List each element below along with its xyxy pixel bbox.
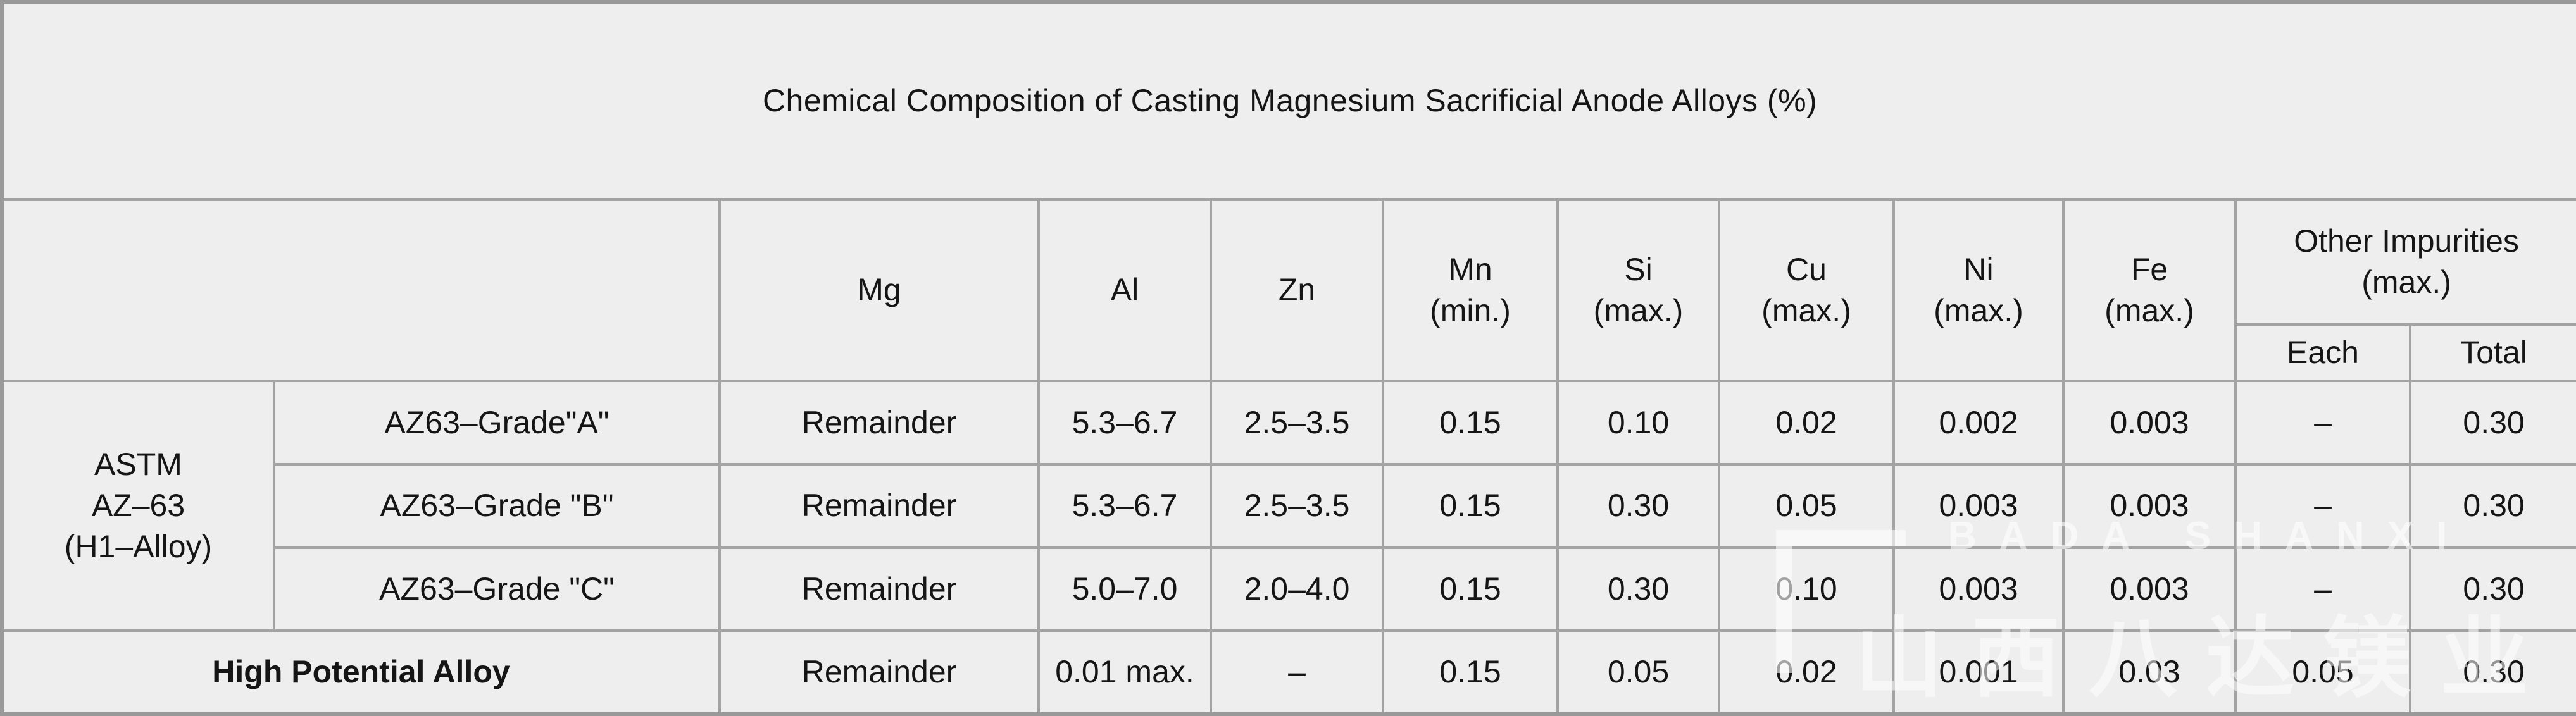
cell-a-mn: 0.15 <box>1382 380 1559 466</box>
header-al: Al <box>1037 197 1212 383</box>
header-mg: Mg <box>718 197 1040 383</box>
alloy-name-grade-b: AZ63–Grade "B" <box>273 463 721 549</box>
cell-b-si: 0.30 <box>1556 463 1720 549</box>
header-each: Each <box>2234 323 2411 383</box>
cell-a-mg: Remainder <box>718 380 1040 466</box>
table-row-high-potential: High Potential Alloy Remainder 0.01 max.… <box>1 629 2576 715</box>
cell-hp-total: 0.30 <box>2408 629 2576 715</box>
cell-a-fe: 0.003 <box>2062 380 2237 466</box>
header-total: Total <box>2408 323 2576 383</box>
cell-hp-zn: – <box>1210 629 1384 715</box>
page-title: Chemical Composition of Casting Magnesiu… <box>0 1 2576 201</box>
cell-a-ni: 0.002 <box>1892 380 2065 466</box>
cell-hp-fe: 0.03 <box>2062 629 2237 715</box>
table-row-grade-c: AZ63–Grade "C" Remainder 5.0–7.0 2.0–4.0… <box>2 546 2576 633</box>
cell-hp-mg: Remainder <box>718 629 1040 715</box>
header-fe-max: Fe (max.) <box>2062 197 2237 383</box>
header-si-max: Si (max.) <box>1556 197 1720 383</box>
cell-a-each: – <box>2234 380 2411 466</box>
header-zn: Zn <box>1210 197 1384 383</box>
table-row-grade-a: ASTM AZ–63 (H1–Alloy) AZ63–Grade"A" Rema… <box>1 380 2576 633</box>
cell-a-total: 0.30 <box>2408 380 2576 466</box>
title-row: Chemical Composition of Casting Magnesiu… <box>0 1 2576 201</box>
cell-hp-mn: 0.15 <box>1382 629 1559 715</box>
header-subrow: Each Total <box>2 323 2576 383</box>
cell-b-fe: 0.003 <box>2062 463 2237 549</box>
cell-b-ni: 0.003 <box>1892 463 2065 549</box>
cell-hp-ni: 0.001 <box>1892 629 2065 715</box>
cell-c-mg: Remainder <box>718 546 1040 633</box>
cell-hp-each: 0.05 <box>2234 629 2411 715</box>
cell-c-si: 0.30 <box>1556 546 1720 633</box>
cell-hp-al: 0.01 max. <box>1037 629 1212 715</box>
cell-b-total: 0.30 <box>2408 463 2576 549</box>
cell-a-zn: 2.5–3.5 <box>1210 380 1384 466</box>
header-other-impurities: Other Impurities (max.) <box>2234 197 2576 326</box>
cell-b-mg: Remainder <box>718 463 1040 549</box>
cell-c-fe: 0.003 <box>2062 546 2237 633</box>
cell-b-al: 5.3–6.7 <box>1037 463 1212 549</box>
cell-b-each: – <box>2234 463 2411 549</box>
alloy-name-grade-a: AZ63–Grade"A" <box>273 380 721 466</box>
cell-c-ni: 0.003 <box>1892 546 2065 633</box>
cell-hp-si: 0.05 <box>1556 629 1720 715</box>
cell-c-zn: 2.0–4.0 <box>1210 546 1384 633</box>
table-row-grade-b: AZ63–Grade "B" Remainder 5.3–6.7 2.5–3.5… <box>2 463 2576 549</box>
cell-a-cu: 0.02 <box>1718 380 1895 466</box>
cell-c-al: 5.0–7.0 <box>1037 546 1212 633</box>
alloy-name-grade-c: AZ63–Grade "C" <box>273 546 721 633</box>
cell-b-cu: 0.05 <box>1718 463 1895 549</box>
group-label-astm-az63: ASTM AZ–63 (H1–Alloy) <box>1 380 275 633</box>
cell-a-si: 0.10 <box>1556 380 1720 466</box>
header-row: Mg Al Zn Mn (min.) Si (max.) Cu (max.) N… <box>1 197 2576 383</box>
cell-a-al: 5.3–6.7 <box>1037 380 1212 466</box>
cell-c-total: 0.30 <box>2408 546 2576 633</box>
cell-b-zn: 2.5–3.5 <box>1210 463 1384 549</box>
cell-b-mn: 0.15 <box>1382 463 1559 549</box>
cell-c-cu: 0.10 <box>1718 546 1895 633</box>
alloy-name-high-potential: High Potential Alloy <box>1 629 721 715</box>
cell-c-each: – <box>2234 546 2411 633</box>
header-mn-min: Mn (min.) <box>1382 197 1559 383</box>
cell-hp-cu: 0.02 <box>1718 629 1895 715</box>
header-blank-cell <box>1 197 721 383</box>
header-cu-max: Cu (max.) <box>1718 197 1895 383</box>
cell-c-mn: 0.15 <box>1382 546 1559 633</box>
header-ni-max: Ni (max.) <box>1892 197 2065 383</box>
